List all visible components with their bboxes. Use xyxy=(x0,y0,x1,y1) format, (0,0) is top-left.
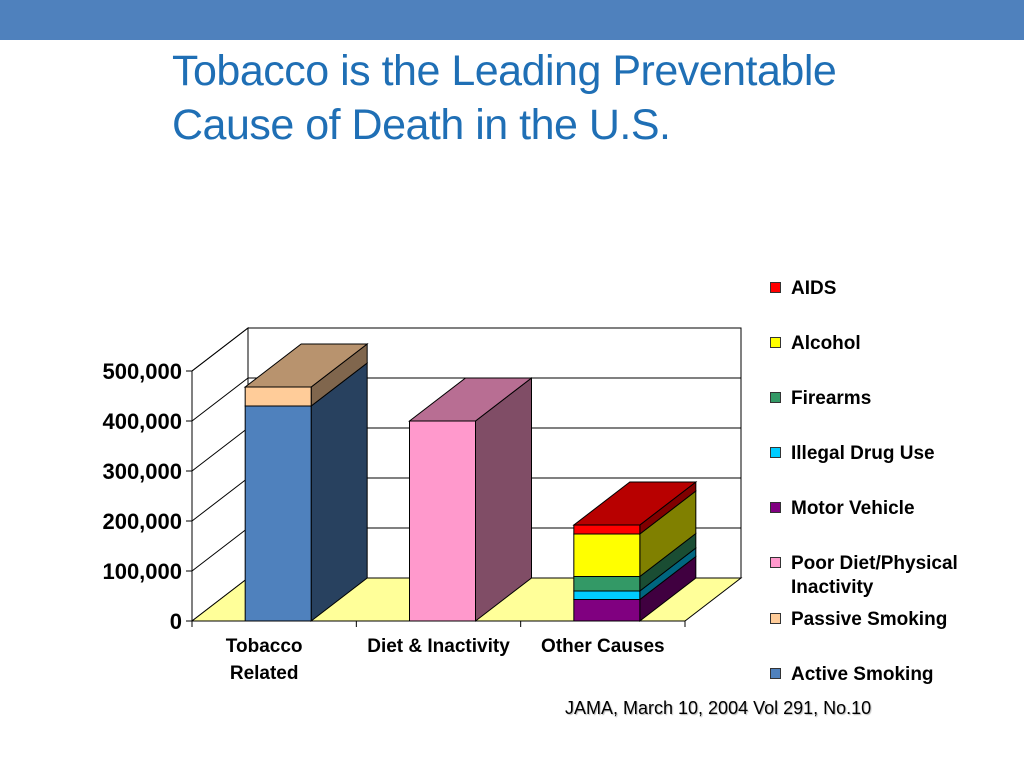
y-tick-label: 400,000 xyxy=(102,409,182,434)
y-tick-label: 300,000 xyxy=(102,459,182,484)
legend-label: AIDS xyxy=(791,278,837,299)
legend-swatch xyxy=(770,337,781,348)
slide-title-line-1: Tobacco is the Leading Preventable xyxy=(172,47,837,95)
x-category-label: Tobacco xyxy=(226,636,303,657)
legend-label: Poor Diet/Physical Inactivity xyxy=(791,553,958,598)
bar-side xyxy=(310,361,368,623)
source-citation: JAMA, March 10, 2004 Vol 291, No.10 xyxy=(565,698,872,718)
chart-side-wall xyxy=(191,326,249,623)
bar-segment xyxy=(573,590,641,600)
bar-segment xyxy=(573,599,641,622)
legend-label: Firearms xyxy=(791,388,872,409)
y-tick-label: 500,000 xyxy=(102,359,182,384)
bar-top xyxy=(243,343,369,388)
legend-swatch xyxy=(770,282,781,293)
legend-label: Motor Vehicle xyxy=(791,498,915,519)
bar-segment xyxy=(573,576,641,592)
slide-title-line-2: Cause of Death in the U.S. xyxy=(172,101,671,149)
legend-swatch xyxy=(770,447,781,458)
legend-label: Illegal Drug Use xyxy=(791,443,935,464)
legend-swatch xyxy=(770,502,781,513)
y-tick-label: 0 xyxy=(170,609,182,634)
bar-segment xyxy=(244,386,312,407)
x-category-label: Related xyxy=(230,663,299,684)
top-accent-band xyxy=(0,0,1024,40)
gridline xyxy=(191,377,741,422)
bar-segment xyxy=(573,524,641,535)
slide-title: Tobacco is the Leading Preventable Cause… xyxy=(172,44,837,152)
gridline xyxy=(191,327,741,372)
bar-segment xyxy=(244,405,312,622)
legend-swatch xyxy=(770,557,781,568)
legend-swatch xyxy=(770,392,781,403)
bar-top xyxy=(572,481,698,526)
x-category-label: Other Causes xyxy=(541,636,665,657)
legend-label: Active Smoking xyxy=(791,664,934,685)
legend-swatch xyxy=(770,613,781,624)
y-tick-label: 200,000 xyxy=(102,509,182,534)
x-category-label: Diet & Inactivity xyxy=(367,636,510,657)
bar-segment xyxy=(409,420,476,622)
bar-top xyxy=(408,377,533,422)
legend-label: Passive Smoking xyxy=(791,609,948,630)
bar-segment xyxy=(573,533,641,577)
legend-swatch xyxy=(770,668,781,679)
y-tick-label: 100,000 xyxy=(102,559,182,584)
legend-label: Alcohol xyxy=(791,333,861,354)
